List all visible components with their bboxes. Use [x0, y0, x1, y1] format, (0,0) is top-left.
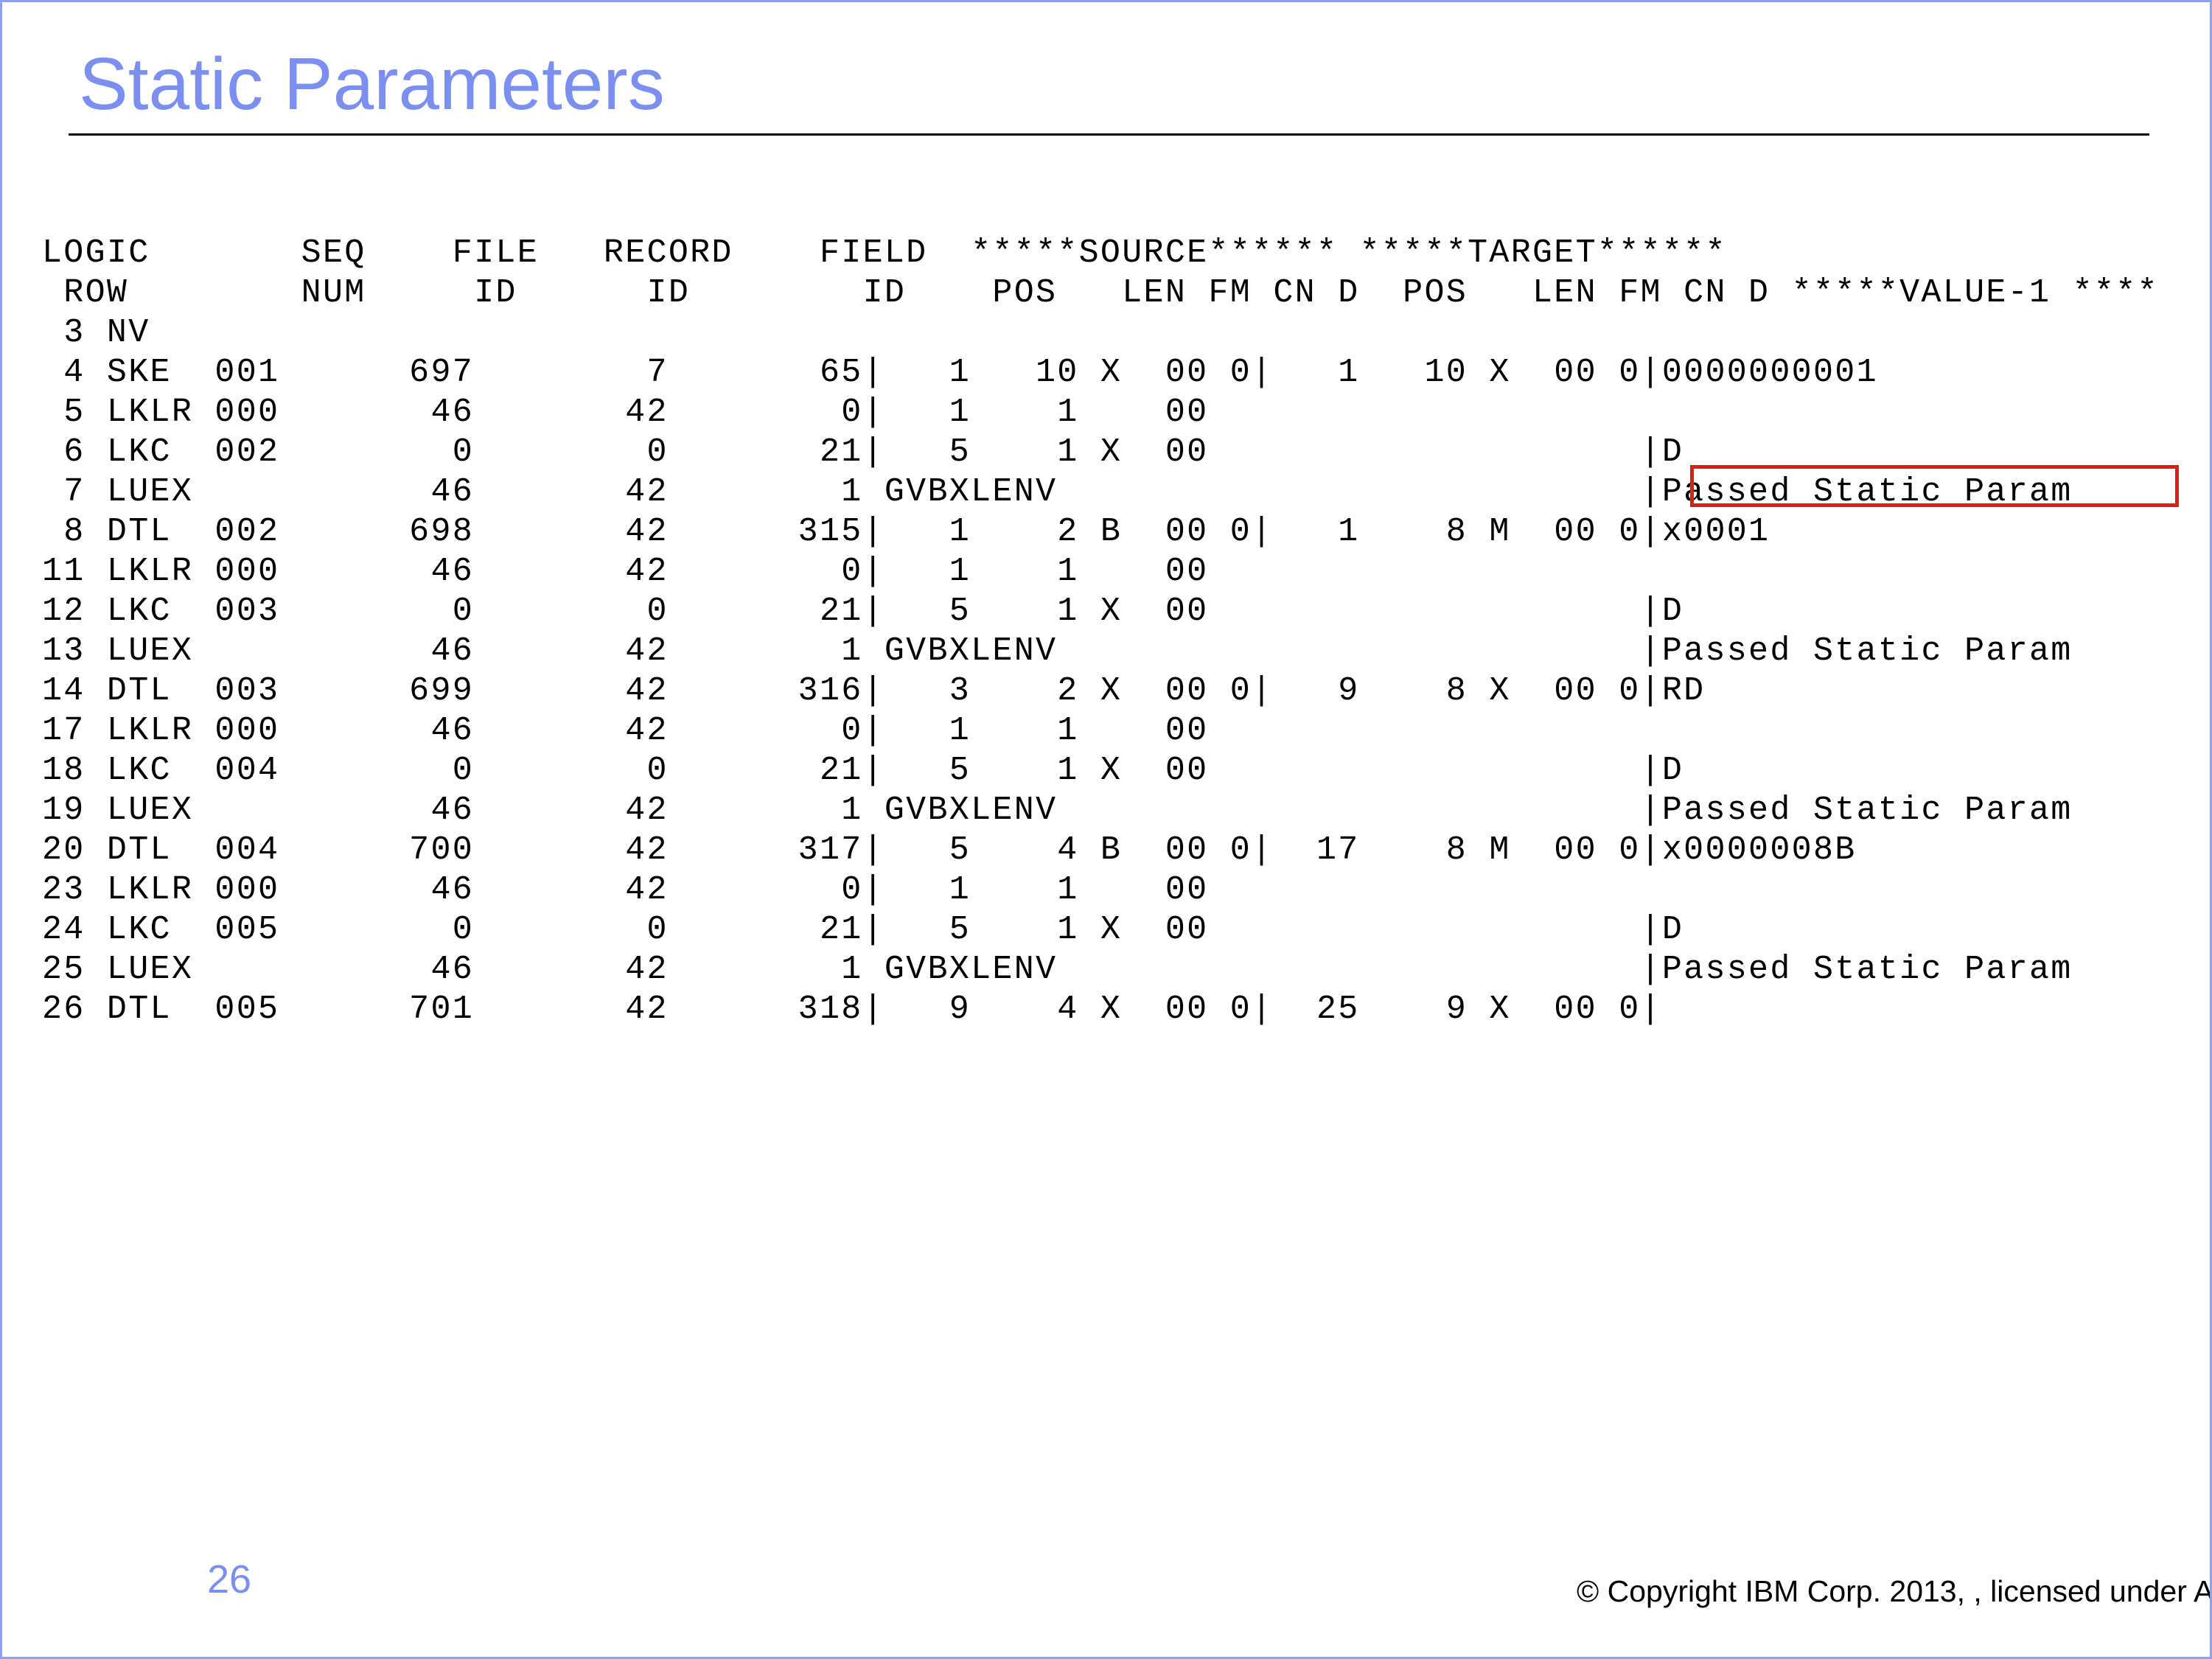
listing-row: 4 SKE 001 697 7 65| 1 10 X 00 0| 1 10 X …	[42, 354, 1878, 391]
listing-row: 25 LUEX 46 42 1 GVBXLENV |Passed Static …	[42, 951, 2073, 988]
listing-header-2: ROW NUM ID ID ID POS LEN FM CN D POS LEN…	[42, 274, 2159, 312]
listing-row: 19 LUEX 46 42 1 GVBXLENV |Passed Static …	[42, 792, 2073, 829]
listing-row: 17 LKLR 000 46 42 0| 1 1 00	[42, 712, 1209, 750]
listing-row-highlighted: 7 LUEX 46 42 1 GVBXLENV |Passed Static P…	[42, 473, 2073, 511]
copyright-notice: © Copyright IBM Corp. 2013, , licensed u…	[1577, 1574, 2212, 1608]
slide-title: Static Parameters	[79, 43, 665, 125]
listing-row: 12 LKC 003 0 0 21| 5 1 X 00 |D	[42, 593, 1684, 630]
page-number: 26	[207, 1557, 252, 1602]
title-underline	[69, 133, 2149, 136]
listing-row: 26 DTL 005 701 42 318| 9 4 X 00 0| 25 9 …	[42, 991, 1662, 1028]
listing-row: 5 LKLR 000 46 42 0| 1 1 00	[42, 394, 1209, 431]
listing-row: 8 DTL 002 698 42 315| 1 2 B 00 0| 1 8 M …	[42, 513, 1770, 551]
listing-row: 13 LUEX 46 42 1 GVBXLENV |Passed Static …	[42, 632, 2073, 670]
listing-row: 11 LKLR 000 46 42 0| 1 1 00	[42, 553, 1209, 590]
highlight-box-passed-static-param	[1690, 465, 2179, 507]
listing-row: 23 LKLR 000 46 42 0| 1 1 00	[42, 871, 1209, 909]
listing-row: 3 NV	[42, 314, 150, 352]
logic-table-listing: LOGIC SEQ FILE RECORD FIELD *****SOURCE*…	[42, 234, 2159, 1030]
listing-header-1: LOGIC SEQ FILE RECORD FIELD *****SOURCE*…	[42, 234, 1727, 272]
listing-row: 20 DTL 004 700 42 317| 5 4 B 00 0| 17 8 …	[42, 831, 1857, 869]
listing-row: 14 DTL 003 699 42 316| 3 2 X 00 0| 9 8 X…	[42, 672, 1706, 710]
listing-row: 24 LKC 005 0 0 21| 5 1 X 00 |D	[42, 911, 1684, 949]
listing-row: 6 LKC 002 0 0 21| 5 1 X 00 |D	[42, 433, 1684, 471]
listing-row: 18 LKC 004 0 0 21| 5 1 X 00 |D	[42, 752, 1684, 789]
